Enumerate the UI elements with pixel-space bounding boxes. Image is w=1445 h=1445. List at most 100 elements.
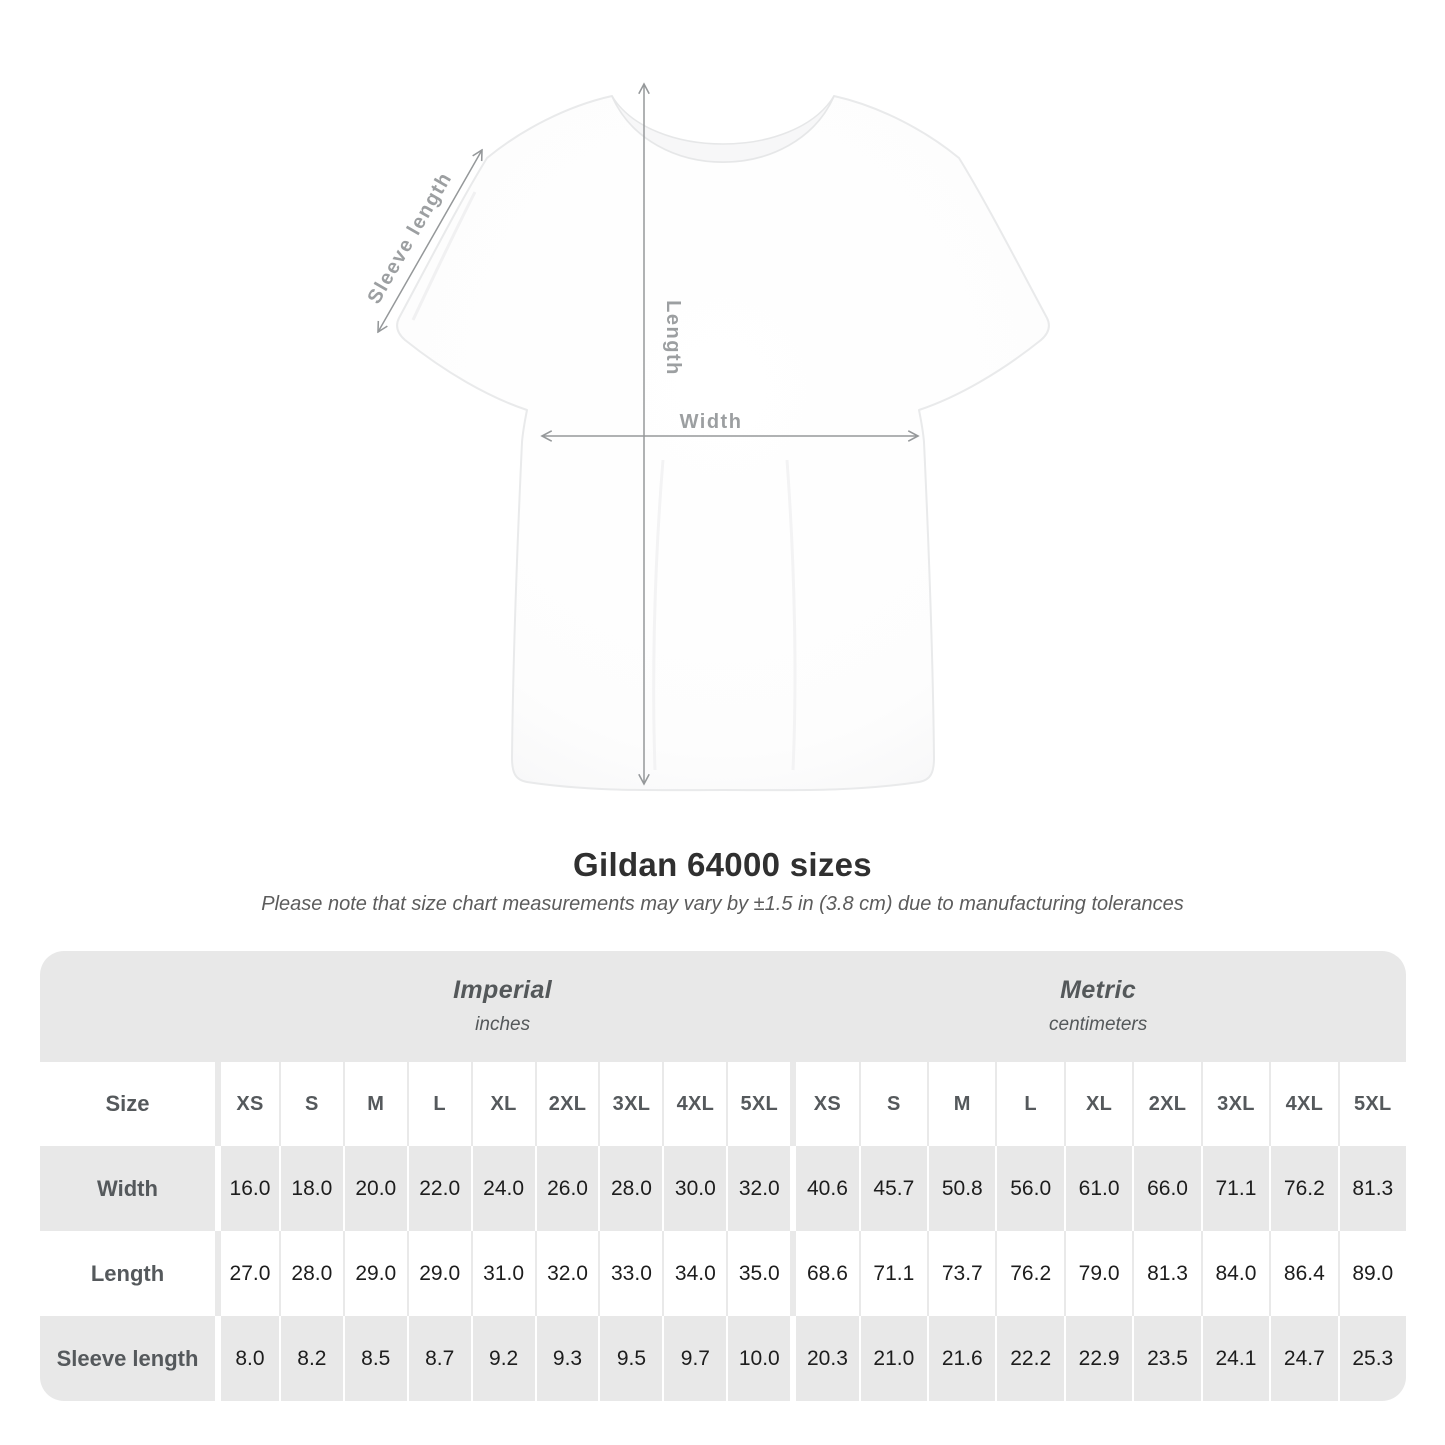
- value-cell-imperial-S: 8.2: [278, 1316, 343, 1401]
- size-header-label: Size: [105, 1091, 150, 1116]
- value-cell-metric-2XL: 23.5: [1132, 1316, 1200, 1401]
- value-cell-metric-M: 50.8: [927, 1146, 995, 1231]
- band-spacer: [40, 951, 215, 1062]
- value-cell-metric-L: 22.2: [995, 1316, 1063, 1401]
- size-col-metric-2XL: 2XL: [1132, 1062, 1200, 1146]
- value-cell-metric-S: 21.0: [858, 1316, 927, 1401]
- value-cell-imperial-2XL: 9.3: [534, 1316, 599, 1401]
- value-cell-metric-L: 76.2: [995, 1231, 1063, 1316]
- tshirt-diagram: Width Length Sleeve length: [363, 70, 1050, 792]
- size-header-row: Size XS S M L XL 2XL 3XL 4XL 5XL XS S M L XL 2XL 3XL 4XL 5…: [40, 1062, 1406, 1146]
- size-col-metric-XS: XS: [790, 1062, 858, 1146]
- metric-section-header: Metric centimeters: [790, 951, 1406, 1062]
- size-col-imperial-M: M: [342, 1062, 407, 1146]
- value-cell-metric-L: 56.0: [995, 1146, 1063, 1231]
- tshirt-collar: [611, 95, 835, 163]
- value-cell-metric-4XL: 24.7: [1269, 1316, 1337, 1401]
- size-col-imperial-2XL: 2XL: [534, 1062, 599, 1146]
- value-cell-imperial-2XL: 26.0: [534, 1146, 599, 1231]
- value-cell-metric-2XL: 66.0: [1132, 1146, 1200, 1231]
- value-cell-imperial-4XL: 9.7: [662, 1316, 726, 1401]
- value-cell-metric-3XL: 84.0: [1200, 1231, 1269, 1316]
- value-cell-imperial-XL: 31.0: [470, 1231, 535, 1316]
- value-cell-metric-XL: 61.0: [1063, 1146, 1132, 1231]
- tshirt-image: [396, 95, 1050, 792]
- size-col-metric-4XL: 4XL: [1269, 1062, 1337, 1146]
- value-cell-imperial-XL: 9.2: [470, 1316, 535, 1401]
- unit-header-band: Imperial inches Metric centimeters: [40, 951, 1406, 1062]
- value-cell-imperial-3XL: 9.5: [598, 1316, 662, 1401]
- value-cell-metric-XL: 22.9: [1063, 1316, 1132, 1401]
- row-label: Sleeve length: [56, 1345, 199, 1371]
- length-label: Length: [662, 300, 684, 376]
- value-cell-metric-M: 73.7: [927, 1231, 995, 1316]
- value-cell-imperial-2XL: 32.0: [534, 1231, 599, 1316]
- value-cell-metric-5XL: 89.0: [1337, 1231, 1406, 1316]
- value-cell-imperial-M: 8.5: [342, 1316, 407, 1401]
- value-cell-imperial-XS: 27.0: [215, 1231, 279, 1316]
- size-chart-table: Imperial inches Metric centimeters Size X…: [40, 951, 1406, 1401]
- value-cell-metric-5XL: 81.3: [1337, 1146, 1406, 1231]
- value-cell-imperial-XS: 8.0: [215, 1316, 279, 1401]
- value-cell-metric-3XL: 71.1: [1200, 1146, 1269, 1231]
- imperial-section-header: Imperial inches: [215, 951, 790, 1062]
- size-col-imperial-L: L: [406, 1062, 471, 1146]
- tshirt-measurement-figure: Width Length Sleeve length: [355, 70, 1095, 805]
- value-cell-metric-XS: 20.3: [790, 1316, 858, 1401]
- imperial-title: Imperial: [453, 975, 553, 1004]
- value-cell-metric-XS: 68.6: [790, 1231, 858, 1316]
- value-cell-metric-XS: 40.6: [790, 1146, 858, 1231]
- value-cell-metric-M: 21.6: [927, 1316, 995, 1401]
- metric-unit: centimeters: [1049, 1013, 1148, 1035]
- sleeve-length-arrow: [378, 150, 482, 332]
- page-title: Gildan 64000 sizes: [573, 846, 872, 883]
- value-cell-imperial-5XL: 10.0: [726, 1316, 790, 1401]
- value-cell-metric-4XL: 76.2: [1269, 1146, 1337, 1231]
- value-cell-imperial-3XL: 28.0: [598, 1146, 662, 1231]
- value-cell-imperial-M: 29.0: [342, 1231, 407, 1316]
- size-col-imperial-XL: XL: [470, 1062, 535, 1146]
- size-col-imperial-XS: XS: [215, 1062, 279, 1146]
- row-label: Length: [90, 1260, 165, 1286]
- size-col-metric-3XL: 3XL: [1200, 1062, 1269, 1146]
- value-cell-metric-5XL: 25.3: [1337, 1316, 1406, 1401]
- value-cell-metric-S: 71.1: [858, 1231, 927, 1316]
- crease-line: [785, 459, 797, 771]
- value-cell-imperial-4XL: 30.0: [662, 1146, 726, 1231]
- value-cell-imperial-5XL: 32.0: [726, 1146, 790, 1231]
- value-cell-imperial-S: 18.0: [278, 1146, 343, 1231]
- size-col-metric-S: S: [858, 1062, 927, 1146]
- value-cell-metric-2XL: 81.3: [1132, 1231, 1200, 1316]
- size-col-metric-L: L: [995, 1062, 1063, 1146]
- value-cell-imperial-L: 29.0: [406, 1231, 471, 1316]
- value-cell-imperial-5XL: 35.0: [726, 1231, 790, 1316]
- measurement-row: Sleeve length 8.0 8.2 8.5 8.7 9.2 9.3 9.5 9.7 10.…: [40, 1316, 1406, 1401]
- tolerance-note: Please note that size chart measurements…: [261, 893, 1184, 915]
- value-cell-imperial-S: 28.0: [278, 1231, 343, 1316]
- value-cell-imperial-XS: 16.0: [215, 1146, 279, 1231]
- value-cell-metric-4XL: 86.4: [1269, 1231, 1337, 1316]
- size-col-imperial-4XL: 4XL: [662, 1062, 726, 1146]
- size-col-metric-5XL: 5XL: [1337, 1062, 1406, 1146]
- value-cell-imperial-M: 20.0: [342, 1146, 407, 1231]
- crease-line: [652, 459, 665, 771]
- table-body: Size XS S M L XL 2XL 3XL 4XL 5XL XS S M L XL 2XL 3XL 4XL 5…: [40, 1062, 1406, 1401]
- value-cell-imperial-L: 22.0: [406, 1146, 471, 1231]
- value-cell-imperial-3XL: 33.0: [598, 1231, 662, 1316]
- value-cell-metric-3XL: 24.1: [1200, 1316, 1269, 1401]
- size-col-imperial-S: S: [278, 1062, 343, 1146]
- value-cell-imperial-XL: 24.0: [470, 1146, 535, 1231]
- size-col-imperial-5XL: 5XL: [726, 1062, 790, 1146]
- value-cell-imperial-L: 8.7: [406, 1316, 471, 1401]
- size-col-metric-M: M: [927, 1062, 995, 1146]
- width-label: Width: [680, 411, 743, 433]
- value-cell-metric-XL: 79.0: [1063, 1231, 1132, 1316]
- row-label: Width: [97, 1175, 158, 1201]
- value-cell-metric-S: 45.7: [858, 1146, 927, 1231]
- size-col-imperial-3XL: 3XL: [598, 1062, 662, 1146]
- metric-title: Metric: [1060, 975, 1137, 1004]
- size-col-metric-XL: XL: [1063, 1062, 1132, 1146]
- measurement-row: Length 27.0 28.0 29.0 29.0 31.0 32.0 33.0 34.0 35…: [40, 1231, 1406, 1316]
- measurement-row: Width 16.0 18.0 20.0 22.0 24.0 26.0 28.0 30.0 32.…: [40, 1146, 1406, 1231]
